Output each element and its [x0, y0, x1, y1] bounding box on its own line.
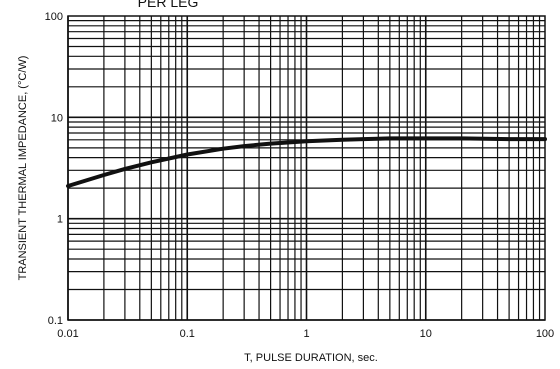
x-tick-label: 10 [420, 328, 432, 340]
y-tick-label: 100 [45, 11, 63, 23]
x-tick-label: 1 [303, 328, 309, 340]
series-line [66, 136, 547, 188]
grid [67, 16, 545, 321]
x-tick-label: 0.1 [180, 328, 195, 340]
y-tick-label: 0.1 [48, 315, 63, 327]
chart-title: PER LEG [138, 0, 199, 10]
y-tick-label: 10 [51, 112, 63, 124]
x-tick-label: 100 [536, 328, 554, 340]
plot-frame [67, 15, 546, 321]
y-tick-label: 1 [57, 214, 63, 226]
x-axis-title: T, PULSE DURATION, sec. [244, 352, 378, 364]
y-axis-title: TRANSIENT THERMAL IMPEDANCE, (°C/W) [17, 56, 29, 281]
x-tick-labels: 0.01 0.1 1 10 100 [57, 328, 554, 340]
x-tick-label: 0.01 [57, 328, 78, 340]
series-layer [66, 136, 547, 188]
y-tick-labels: 0.1 1 10 100 [45, 11, 63, 327]
